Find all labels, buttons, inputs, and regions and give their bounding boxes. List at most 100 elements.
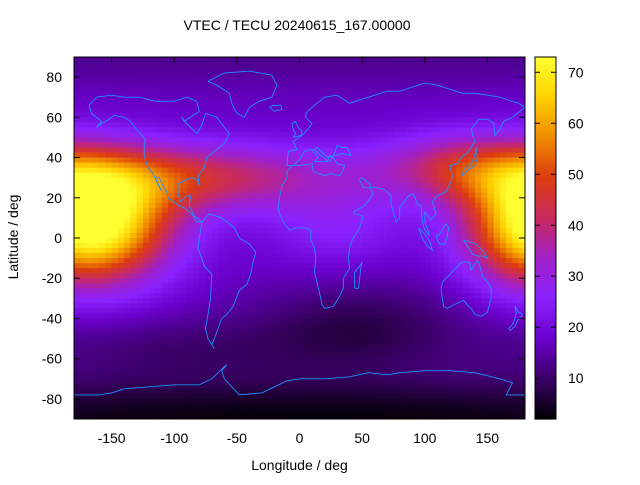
heatmap-cell	[261, 97, 269, 103]
heatmap-cell	[74, 137, 81, 144]
heatmap-cell	[193, 157, 200, 164]
heatmap-cell	[80, 293, 88, 299]
heatmap-cell	[449, 62, 457, 68]
heatmap-cell	[412, 77, 420, 83]
heatmap-cell	[205, 363, 213, 370]
heatmap-cell	[92, 132, 100, 139]
heatmap-cell	[105, 288, 113, 294]
heatmap-cell	[155, 313, 163, 320]
heatmap-cell	[374, 67, 382, 73]
heatmap-cell	[418, 373, 426, 380]
heatmap-cell	[149, 172, 157, 179]
heatmap-cell	[499, 182, 507, 189]
heatmap-cell	[105, 368, 113, 375]
heatmap-cell	[474, 348, 482, 355]
heatmap-cell	[343, 162, 351, 169]
heatmap-cell	[268, 62, 276, 68]
heatmap-cell	[512, 227, 520, 234]
heatmap-cell	[312, 393, 319, 400]
heatmap-cell	[205, 142, 213, 149]
heatmap-cell	[437, 57, 445, 63]
heatmap-cell	[86, 92, 94, 98]
heatmap-cell	[268, 373, 276, 380]
heatmap-cell	[362, 293, 369, 299]
heatmap-cell	[305, 253, 313, 259]
heatmap-cell	[236, 87, 244, 93]
heatmap-cell	[111, 82, 119, 88]
heatmap-cell	[136, 398, 144, 405]
heatmap-cell	[224, 353, 232, 360]
heatmap-cell	[149, 97, 157, 103]
heatmap-cell	[374, 112, 382, 118]
heatmap-cell	[111, 353, 119, 360]
heatmap-cell	[405, 273, 413, 279]
heatmap-cell	[462, 293, 470, 299]
heatmap-cell	[268, 157, 276, 164]
heatmap-cell	[117, 268, 125, 274]
heatmap-cell	[437, 238, 445, 244]
heatmap-cell	[443, 147, 451, 154]
heatmap-cell	[474, 87, 482, 93]
heatmap-cell	[105, 363, 113, 370]
heatmap-cell	[211, 97, 219, 103]
heatmap-cell	[99, 162, 106, 169]
heatmap-cell	[518, 273, 525, 279]
heatmap-cell	[261, 358, 269, 365]
heatmap-cell	[312, 293, 319, 299]
heatmap-cell	[431, 187, 438, 194]
heatmap-cell	[105, 147, 113, 154]
heatmap-cell	[437, 97, 445, 103]
heatmap-cell	[224, 398, 232, 405]
heatmap-cell	[512, 263, 520, 269]
heatmap-cell	[362, 253, 369, 259]
heatmap-cell	[487, 182, 495, 189]
heatmap-cell	[362, 388, 369, 395]
heatmap-cell	[149, 142, 157, 149]
heatmap-cell	[92, 162, 100, 169]
heatmap-cell	[349, 127, 357, 134]
heatmap-cell	[193, 338, 200, 345]
heatmap-cell	[280, 388, 288, 395]
heatmap-cell	[305, 207, 313, 214]
heatmap-cell	[161, 273, 169, 279]
heatmap-cell	[305, 87, 313, 93]
heatmap-cell	[293, 202, 301, 209]
heatmap-cell	[186, 232, 194, 239]
heatmap-cell	[343, 333, 351, 340]
heatmap-cell	[405, 338, 413, 345]
heatmap-cell	[468, 388, 476, 395]
heatmap-cell	[493, 72, 501, 78]
heatmap-cell	[474, 92, 482, 98]
heatmap-cell	[280, 288, 288, 294]
heatmap-cell	[236, 373, 244, 380]
heatmap-cell	[405, 283, 413, 289]
heatmap-cell	[142, 253, 150, 259]
heatmap-cell	[512, 348, 520, 355]
heatmap-cell	[293, 97, 301, 103]
heatmap-cell	[249, 333, 257, 340]
heatmap-cell	[149, 192, 157, 199]
heatmap-cell	[80, 77, 88, 83]
heatmap-cell	[174, 157, 182, 164]
heatmap-cell	[274, 288, 282, 294]
heatmap-cell	[255, 378, 263, 385]
heatmap-cell	[312, 87, 319, 93]
heatmap-cell	[481, 142, 489, 149]
heatmap-cell	[255, 303, 263, 309]
heatmap-cell	[443, 358, 451, 365]
heatmap-cell	[99, 403, 106, 410]
heatmap-cell	[268, 182, 276, 189]
heatmap-cell	[293, 182, 301, 189]
heatmap-cell	[349, 268, 357, 274]
heatmap-cell	[418, 132, 426, 139]
heatmap-cell	[136, 152, 144, 159]
heatmap-cell	[437, 298, 445, 304]
heatmap-cell	[286, 248, 294, 254]
heatmap-cell	[512, 243, 520, 249]
heatmap-cell	[92, 273, 100, 279]
heatmap-cell	[261, 338, 269, 345]
heatmap-cell	[518, 87, 525, 93]
heatmap-cell	[211, 57, 219, 63]
heatmap-cell	[261, 102, 269, 108]
heatmap-cell	[506, 338, 514, 345]
